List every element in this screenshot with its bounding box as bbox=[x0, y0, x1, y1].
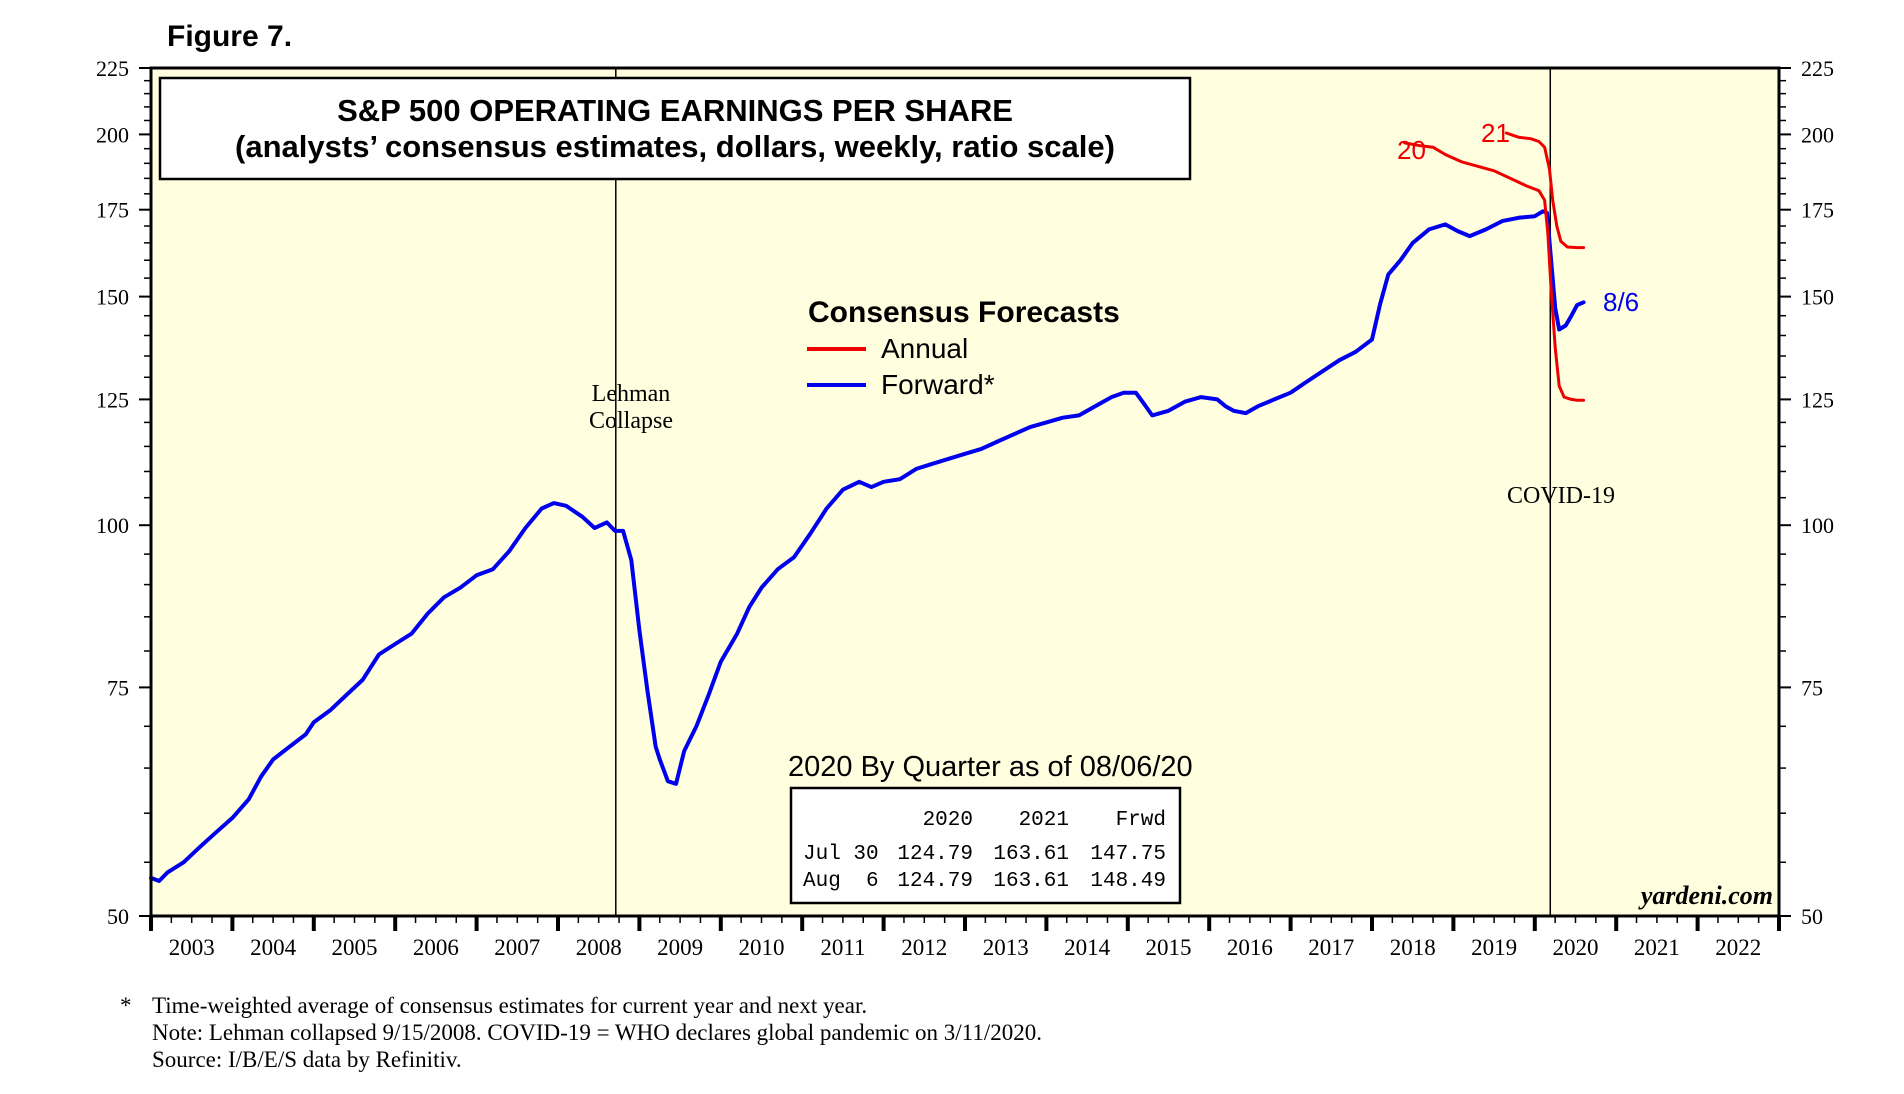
chart-title: S&P 500 OPERATING EARNINGS PER SHARE bbox=[337, 93, 1013, 128]
y-tick-label-right: 200 bbox=[1801, 122, 1834, 147]
y-tick-label-right: 50 bbox=[1801, 904, 1823, 929]
x-tick-label: 2006 bbox=[413, 935, 459, 960]
y-tick-label-right: 125 bbox=[1801, 387, 1834, 412]
quarter-table-row2-2021: 163.61 bbox=[993, 870, 1069, 893]
x-tick-label: 2020 bbox=[1553, 935, 1599, 960]
legend: Consensus Forecasts Annual Forward* bbox=[807, 296, 1120, 400]
quarter-table-row1-frwd: 147.75 bbox=[1090, 843, 1166, 866]
legend-title: Consensus Forecasts bbox=[808, 296, 1120, 329]
x-tick-label: 2013 bbox=[983, 935, 1029, 960]
y-tick-label-right: 75 bbox=[1801, 675, 1823, 700]
x-tick-label: 2007 bbox=[494, 935, 540, 960]
plot-area bbox=[151, 68, 1779, 916]
title-box-frame bbox=[158, 76, 1192, 181]
y-tick-label-right: 175 bbox=[1801, 198, 1834, 223]
x-tick-label: 2005 bbox=[332, 935, 378, 960]
figure-label: Figure 7. bbox=[167, 20, 292, 53]
footnote-2: Note: Lehman collapsed 9/15/2008. COVID-… bbox=[152, 1020, 1042, 1045]
y-tick-label-left: 75 bbox=[107, 675, 129, 700]
x-tick-label: 2014 bbox=[1064, 935, 1111, 960]
footnote-1: Time-weighted average of consensus estim… bbox=[152, 993, 867, 1018]
x-tick-label: 2015 bbox=[1146, 935, 1192, 960]
event-lines bbox=[615, 68, 1552, 916]
title-box: S&P 500 OPERATING EARNINGS PER SHARE (an… bbox=[158, 76, 1192, 181]
footnotes: * Time-weighted average of consensus est… bbox=[120, 993, 1042, 1072]
y-tick-label-left: 50 bbox=[107, 904, 129, 929]
annual-2021-label: 21 bbox=[1481, 118, 1510, 148]
chart-subtitle: (analysts’ consensus estimates, dollars,… bbox=[235, 129, 1115, 164]
covid-label: COVID-19 bbox=[1507, 483, 1615, 509]
quarter-table-header-2020: 2020 bbox=[923, 809, 973, 832]
lehman-label-line2: Collapse bbox=[589, 408, 673, 434]
x-tick-label: 2019 bbox=[1471, 935, 1517, 960]
series-line-annual-2020 bbox=[1403, 141, 1586, 402]
x-tick-label: 2004 bbox=[250, 935, 297, 960]
y-tick-label-left: 225 bbox=[96, 56, 129, 81]
y-tick-label-right: 100 bbox=[1801, 513, 1834, 538]
x-tick-label: 2008 bbox=[576, 935, 622, 960]
y-tick-label-right: 150 bbox=[1801, 285, 1834, 310]
y-tick-label-left: 125 bbox=[96, 387, 129, 412]
x-tick-label: 2011 bbox=[820, 935, 865, 960]
quarter-table-row2-date: Aug 6 bbox=[803, 870, 879, 893]
y-tick-label-right: 225 bbox=[1801, 56, 1834, 81]
x-tick-label: 2022 bbox=[1715, 935, 1761, 960]
quarter-table-title: 2020 By Quarter as of 08/06/20 bbox=[788, 751, 1193, 783]
y-tick-label-left: 100 bbox=[96, 513, 129, 538]
forward-end-label: 8/6 bbox=[1603, 287, 1639, 317]
series-line-forward bbox=[149, 209, 1586, 883]
quarter-table-header-frwd: Frwd bbox=[1116, 809, 1166, 832]
series-line-annual-2021 bbox=[1504, 131, 1586, 250]
quarter-table-row1-date: Jul 30 bbox=[803, 843, 879, 866]
quarter-table-row1-2020: 124.79 bbox=[897, 843, 973, 866]
x-tick-label: 2016 bbox=[1227, 935, 1273, 960]
y-tick-label-left: 175 bbox=[96, 198, 129, 223]
x-tick-label: 2021 bbox=[1634, 935, 1680, 960]
x-tick-label: 2017 bbox=[1308, 935, 1354, 960]
x-axis-ticks: 2003 2004 2005 2006 2007 2008 2009 2010 2011 2012… bbox=[149, 916, 1781, 960]
x-tick-label: 2018 bbox=[1390, 935, 1436, 960]
x-tick-label: 2003 bbox=[169, 935, 215, 960]
quarter-table-row2-2020: 124.79 bbox=[897, 870, 973, 893]
legend-label-annual: Annual bbox=[881, 333, 968, 364]
x-tick-label: 2012 bbox=[901, 935, 947, 960]
footnote-3: Source: I/B/E/S data by Refinitiv. bbox=[152, 1047, 462, 1072]
quarter-table: 2020 By Quarter as of 08/06/20 2020 2021… bbox=[788, 751, 1193, 905]
x-tick-label: 2010 bbox=[739, 935, 785, 960]
y-tick-label-left: 200 bbox=[96, 122, 129, 147]
annual-2020-label: 20 bbox=[1397, 135, 1426, 165]
quarter-table-row2-frwd: 148.49 bbox=[1090, 870, 1166, 893]
watermark: yardeni.com bbox=[1638, 881, 1773, 910]
lehman-label-line1: Lehman bbox=[592, 381, 671, 407]
series-layer bbox=[149, 131, 1586, 883]
x-tick-label: 2009 bbox=[657, 935, 703, 960]
y-axis-ticks: 50 50 75 75 100 100 125 125 150 150 175 175 200 200 22… bbox=[96, 56, 1834, 929]
quarter-table-header-2021: 2021 bbox=[1019, 809, 1069, 832]
footnote-marker: * bbox=[120, 993, 132, 1018]
legend-label-forward: Forward* bbox=[881, 369, 995, 400]
plot-frame bbox=[149, 66, 1781, 918]
y-tick-label-left: 150 bbox=[96, 285, 129, 310]
quarter-table-frame bbox=[789, 786, 1182, 905]
quarter-table-row1-2021: 163.61 bbox=[993, 843, 1069, 866]
